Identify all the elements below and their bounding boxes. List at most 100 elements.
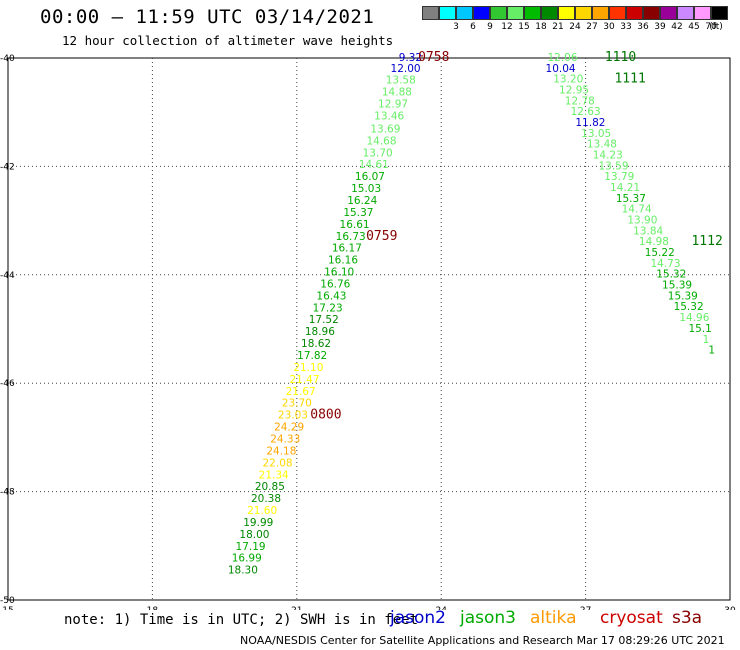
legend-swatch	[592, 6, 609, 20]
wave-height-value: 14.96	[679, 312, 709, 324]
wave-height-value: 15.03	[351, 183, 381, 195]
wave-height-value: 14.23	[593, 149, 623, 161]
legend-label: 33	[620, 22, 632, 32]
wave-height-value: 15.37	[343, 207, 373, 219]
legend-label: 39	[654, 22, 666, 32]
wave-height-value: 12.78	[565, 95, 595, 107]
legend-swatch	[694, 6, 711, 20]
wave-height-value: 14.88	[382, 87, 412, 99]
legend-label: 15	[518, 22, 530, 32]
wave-height-value: 17.19	[236, 541, 266, 553]
wave-height-value: 20.38	[251, 493, 281, 505]
wave-height-value: 14.74	[622, 204, 652, 216]
wave-height-value: 17.52	[309, 314, 339, 326]
wave-height-value: 23.70	[282, 398, 312, 410]
pass-time-label: 1110	[605, 50, 636, 65]
wave-height-value: 16.10	[324, 267, 354, 279]
legend-label: 6	[470, 22, 476, 32]
legend-label: 70	[705, 22, 717, 32]
y-tick-label: -44	[0, 271, 15, 281]
wave-height-value: 21.67	[286, 386, 316, 398]
wave-height-value: 16.61	[340, 219, 370, 231]
y-tick-label: -42	[0, 162, 15, 172]
y-tick-label: -46	[0, 379, 15, 389]
wave-height-value: 13.70	[363, 147, 393, 159]
legend-swatch	[439, 6, 456, 20]
wave-height-value: 1	[703, 334, 710, 346]
pass-time-label: 0800	[310, 408, 341, 423]
wave-height-value: 16.07	[355, 171, 385, 183]
wave-height-value: 23.03	[278, 410, 308, 422]
x-tick-label: 15	[2, 606, 13, 610]
wave-height-value: 22.08	[263, 457, 293, 469]
wave-height-value: 16.16	[328, 255, 358, 267]
wave-height-value: 13.59	[598, 160, 628, 172]
legend-swatch	[456, 6, 473, 20]
wave-height-value: 12.00	[391, 63, 421, 75]
wave-height-value: 15.37	[616, 193, 646, 205]
wave-height-value: 19.99	[243, 517, 273, 529]
legend-label: 21	[552, 22, 564, 32]
wave-height-value: 11.82	[575, 117, 605, 129]
wave-height-value: 12.63	[571, 106, 601, 118]
legend-swatch	[507, 6, 524, 20]
wave-height-value: 12.95	[559, 84, 589, 96]
wave-height-value: 15.39	[668, 290, 698, 302]
wave-height-value: 12.97	[378, 99, 408, 111]
wave-height-value: 14.68	[366, 135, 396, 147]
wave-height-value: 17.23	[313, 302, 343, 314]
satellite-legend-item: cryosat	[600, 608, 663, 628]
wave-height-value: 13.69	[370, 123, 400, 135]
wave-height-value: 24.18	[266, 445, 296, 457]
legend-swatch	[490, 6, 507, 20]
legend-swatch	[660, 6, 677, 20]
satellite-legend-item: jason3	[460, 608, 516, 628]
wave-height-value: 24.33	[270, 433, 300, 445]
wave-height-value: 16.43	[316, 290, 346, 302]
legend-swatch	[609, 6, 626, 20]
wave-height-value: 20.85	[255, 481, 285, 493]
pass-time-label: 1112	[691, 234, 722, 249]
wave-height-value: 24.29	[274, 422, 304, 434]
satellite-legend-item: jason2	[390, 608, 446, 628]
legend-label: 30	[603, 22, 615, 32]
wave-height-value: 13.20	[553, 74, 583, 86]
legend-label: 18	[535, 22, 547, 32]
legend-swatch	[473, 6, 490, 20]
x-tick-label: 30	[724, 606, 736, 610]
wave-height-value: 15.32	[656, 269, 686, 281]
wave-height-value: 14.73	[650, 258, 680, 270]
wave-height-value: 16.17	[332, 243, 362, 255]
plot-frame	[7, 57, 731, 601]
x-tick-label: 24	[435, 606, 447, 610]
wave-height-value: 18.96	[305, 326, 335, 338]
wave-height-value: 12.06	[547, 52, 577, 64]
pass-time-label: 1111	[614, 72, 645, 87]
legend-swatch	[711, 6, 728, 20]
legend-swatch	[541, 6, 558, 20]
satellite-legend-item: altika	[530, 608, 577, 628]
wave-height-value: 9.32	[399, 52, 422, 64]
legend-label: 24	[569, 22, 581, 32]
wave-height-map: 151821242730-40-42-44-46-48-509.3212.001…	[0, 50, 736, 610]
legend-swatch	[422, 6, 439, 20]
wave-height-value: 13.90	[627, 215, 657, 227]
x-tick-label: 18	[147, 606, 159, 610]
wave-height-value: 14.61	[359, 159, 389, 171]
wave-height-value: 21.47	[289, 374, 319, 386]
wave-height-value: 17.82	[297, 350, 327, 362]
legend-swatch	[558, 6, 575, 20]
legend-swatch	[575, 6, 592, 20]
wave-height-value: 21.34	[259, 469, 289, 481]
y-tick-label: -40	[0, 54, 15, 64]
legend-swatch	[524, 6, 541, 20]
wave-height-value: 18.00	[239, 529, 269, 541]
wave-height-value: 16.99	[232, 553, 262, 565]
legend-label: 42	[671, 22, 683, 32]
x-tick-label: 21	[291, 606, 302, 610]
wave-height-value: 13.05	[581, 128, 611, 140]
legend-label: 9	[487, 22, 493, 32]
wave-height-value: 13.58	[386, 75, 416, 87]
page-title: 00:00 – 11:59 UTC 03/14/2021	[40, 6, 375, 28]
wave-height-value: 15.39	[662, 280, 692, 292]
